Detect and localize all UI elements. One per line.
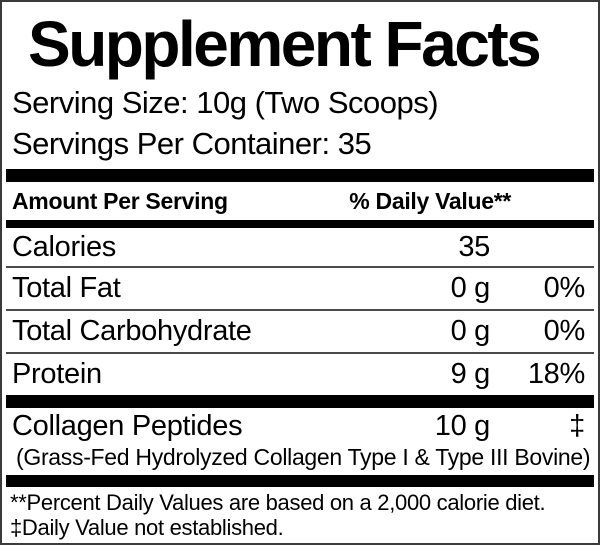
nutrient-amount: 9 g — [450, 358, 491, 390]
nutrient-row-protein: Protein 9 g 18% — [2, 354, 598, 395]
servings-per-container-text: Servings Per Container: 35 — [12, 126, 372, 161]
serving-size-text: Serving Size: 10g (Two Scoops) — [12, 85, 439, 120]
nutrient-dv: 18% — [527, 358, 585, 390]
ingredient-amount: 10 g — [434, 409, 491, 442]
nutrient-row-total-fat: Total Fat 0 g 0% — [2, 268, 598, 309]
amount-per-serving-header: Amount Per Serving — [12, 187, 228, 214]
ingredient-dv: ‡ — [569, 409, 585, 442]
row-divider — [6, 352, 594, 354]
label-header: Supplement Facts Serving Size: 10g (Two … — [2, 2, 598, 164]
row-divider — [6, 309, 594, 311]
nutrient-row-total-carbohydrate: Total Carbohydrate 0 g 0% — [2, 311, 598, 352]
row-divider — [6, 266, 594, 268]
label-title: Supplement Facts — [28, 8, 542, 80]
ingredient-name: Collagen Peptides — [12, 409, 243, 442]
ingredient-description: (Grass-Fed Hydrolyzed Collagen Type I & … — [16, 444, 591, 470]
nutrient-name: Calories — [12, 230, 116, 263]
separator-bar-thick-middle — [6, 395, 594, 408]
nutrient-amount: 35 — [458, 230, 490, 263]
ingredient-row-collagen-peptides: Collagen Peptides 10 g ‡ — [2, 408, 598, 444]
daily-value-header: % Daily Value** — [349, 187, 511, 214]
nutrient-amount: 0 g — [450, 272, 491, 304]
separator-bar-thick-bottom — [6, 475, 594, 487]
separator-bar-thick-top — [6, 169, 594, 182]
nutrient-name: Total Carbohydrate — [12, 315, 252, 347]
separator-bar-medium — [6, 220, 594, 228]
nutrient-row-calories: Calories 35 — [2, 228, 598, 266]
footnote-not-established: ‡Daily Value not established. — [10, 515, 284, 540]
footnotes-section: **Percent Daily Values are based on a 2,… — [2, 487, 598, 540]
nutrient-name: Total Fat — [12, 272, 121, 304]
footnote-daily-values: **Percent Daily Values are based on a 2,… — [10, 490, 546, 515]
nutrient-dv: 0% — [543, 272, 586, 304]
nutrient-dv: 0% — [543, 315, 586, 347]
nutrient-name: Protein — [12, 358, 102, 390]
column-header-row: Amount Per Serving % Daily Value** — [2, 182, 598, 220]
nutrient-amount: 0 g — [450, 315, 491, 347]
